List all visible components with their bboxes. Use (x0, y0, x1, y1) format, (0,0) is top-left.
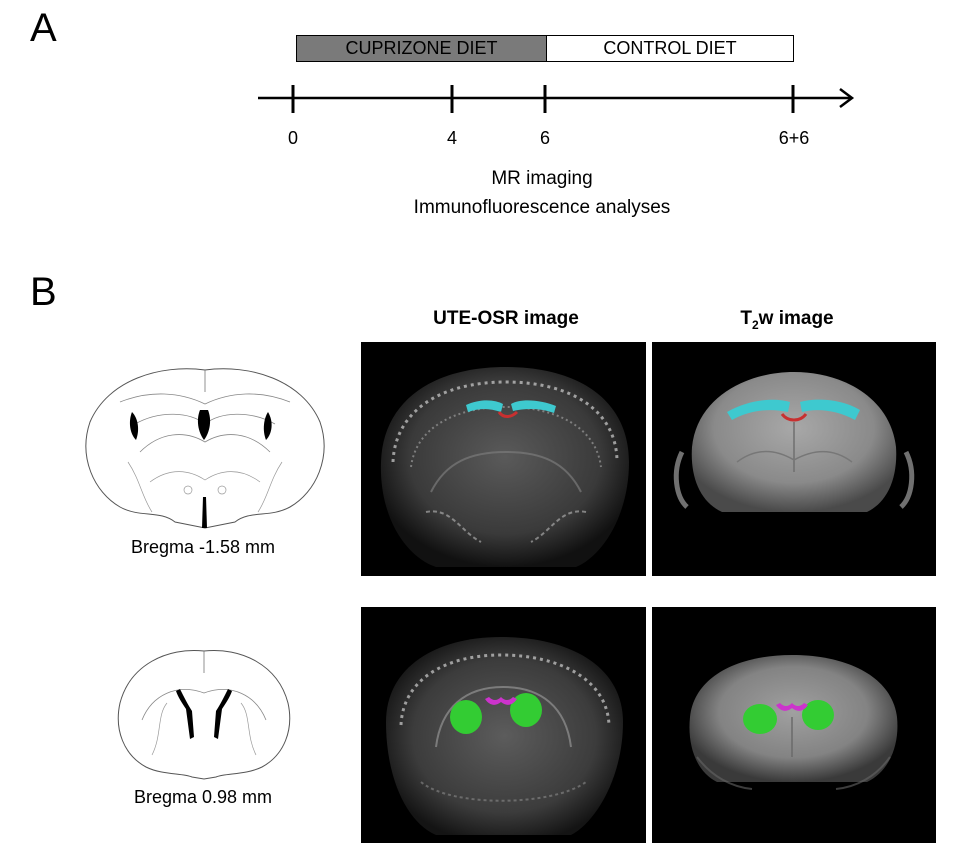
t2w-image-posterior (652, 342, 936, 576)
roi-cc-left-posterior-t2 (727, 399, 790, 420)
roi-striatum-left-t2 (743, 704, 777, 734)
ute-osr-image-posterior (361, 342, 646, 576)
t2w-title-main: T (740, 308, 752, 329)
cuprizone-diet-bar: CUPRIZONE DIET (296, 35, 547, 62)
atlas-drawing-anterior (112, 645, 297, 780)
ute-osr-column-title: UTE-OSR image (433, 308, 579, 329)
roi-striatum-right-ute (510, 693, 542, 727)
t2w-title-subscript: 2 (751, 317, 759, 332)
timeline-axis (258, 85, 855, 113)
atlas-caption-anterior: Bregma 0.98 mm (133, 787, 273, 807)
roi-cc-medial-posterior-ute (497, 410, 519, 418)
roi-cc-medial-posterior-t2 (780, 412, 808, 422)
tick-label-6: 6 (539, 128, 551, 148)
t2w-column-title: T2w image (740, 308, 833, 332)
timeline-arrowhead (839, 88, 855, 108)
roi-ac-t2 (776, 703, 808, 711)
mr-imaging-text: MR imaging (491, 168, 593, 189)
roi-cc-left-posterior-ute (466, 400, 503, 412)
roi-striatum-right-t2 (802, 700, 834, 730)
tick-label-6plus6: 6+6 (778, 128, 810, 148)
panel-b-letter: B (30, 270, 57, 314)
roi-cc-right-posterior-ute (511, 400, 556, 413)
control-diet-bar: CONTROL DIET (546, 35, 794, 62)
tick-label-0: 0 (287, 128, 299, 148)
roi-striatum-left-ute (450, 700, 482, 734)
t2w-image-anterior (652, 607, 936, 843)
atlas-drawing-posterior (80, 362, 330, 532)
immunofluorescence-text: Immunofluorescence analyses (413, 197, 671, 218)
control-diet-label: CONTROL DIET (603, 38, 737, 58)
roi-ac-ute (485, 697, 517, 705)
t2w-title-rest: w image (758, 308, 834, 329)
tick-label-4: 4 (446, 128, 458, 148)
cuprizone-diet-label: CUPRIZONE DIET (345, 38, 498, 58)
ute-osr-image-anterior (361, 607, 646, 843)
atlas-caption-posterior: Bregma -1.58 mm (130, 537, 276, 557)
roi-cc-right-posterior-t2 (800, 399, 860, 420)
panel-a-letter: A (30, 6, 57, 50)
